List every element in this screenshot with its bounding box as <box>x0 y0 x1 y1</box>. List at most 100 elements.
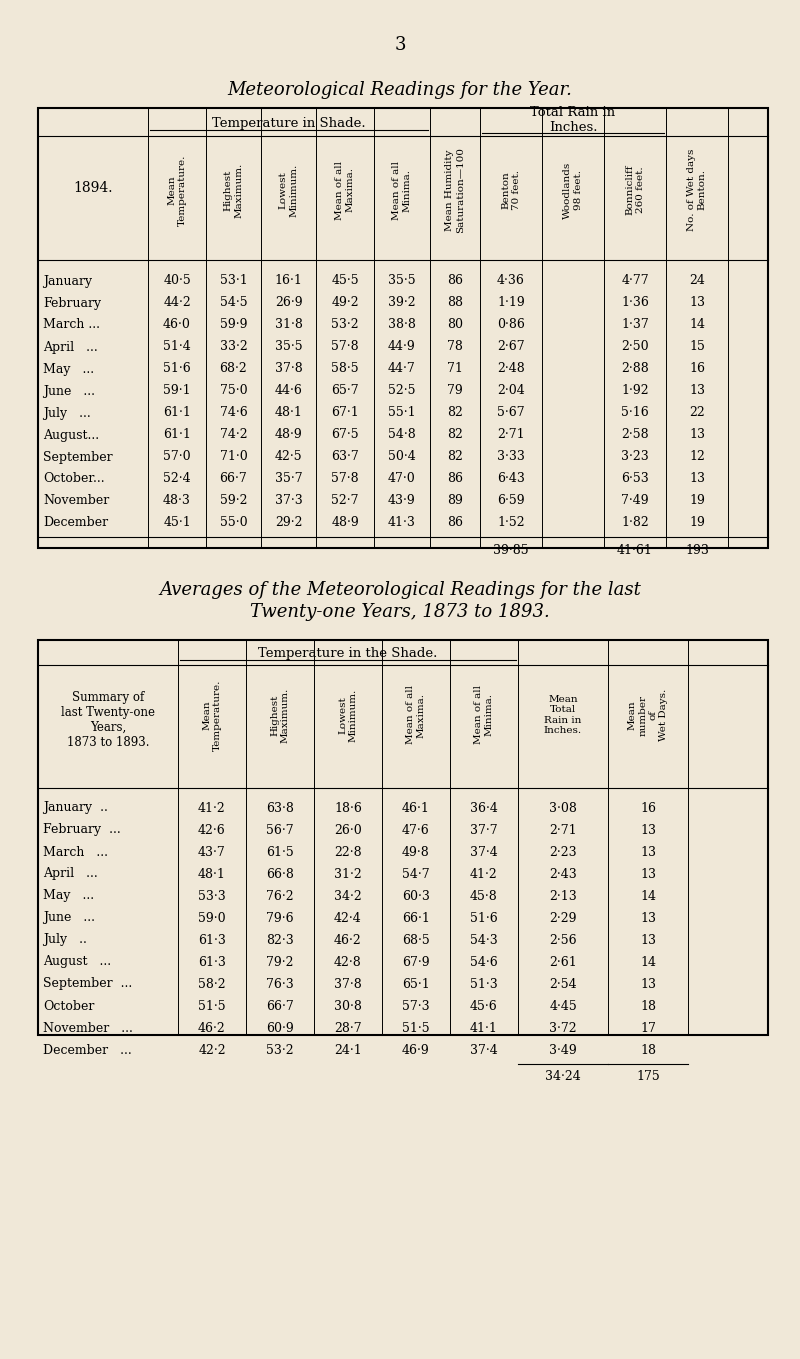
Text: 6·59: 6·59 <box>497 495 525 507</box>
Text: 86: 86 <box>447 516 463 530</box>
Text: 53·2: 53·2 <box>266 1044 294 1056</box>
Text: 2·50: 2·50 <box>621 341 649 353</box>
Text: 39·2: 39·2 <box>388 296 416 310</box>
Text: February  ...: February ... <box>43 824 121 837</box>
Text: 88: 88 <box>447 296 463 310</box>
Text: 86: 86 <box>447 275 463 288</box>
Text: 59·9: 59·9 <box>220 318 247 332</box>
Text: 2·58: 2·58 <box>621 428 649 442</box>
Text: 82·3: 82·3 <box>266 934 294 946</box>
Text: 13: 13 <box>640 912 656 924</box>
Text: 2·54: 2·54 <box>549 977 577 991</box>
Text: 12: 12 <box>689 450 705 463</box>
Text: 57·8: 57·8 <box>331 341 359 353</box>
Text: 57·3: 57·3 <box>402 999 430 1012</box>
Text: 46·9: 46·9 <box>402 1044 430 1056</box>
Text: 40·5: 40·5 <box>163 275 191 288</box>
Text: 66·8: 66·8 <box>266 867 294 881</box>
Text: 1·92: 1·92 <box>621 385 649 397</box>
Text: 49·8: 49·8 <box>402 845 430 859</box>
Text: 35·5: 35·5 <box>388 275 416 288</box>
Text: 45·8: 45·8 <box>470 890 498 902</box>
Text: Highest
Maximum.: Highest Maximum. <box>270 688 290 742</box>
Text: 47·0: 47·0 <box>388 473 416 485</box>
Text: 55·0: 55·0 <box>220 516 247 530</box>
Text: 46·2: 46·2 <box>198 1022 226 1034</box>
Text: 76·3: 76·3 <box>266 977 294 991</box>
Text: Mean
Temperature.: Mean Temperature. <box>202 680 222 750</box>
Text: 2·43: 2·43 <box>549 867 577 881</box>
Text: 67·9: 67·9 <box>402 955 430 969</box>
Text: 3·72: 3·72 <box>549 1022 577 1034</box>
Text: 66·7: 66·7 <box>266 999 294 1012</box>
Text: Mean
Temperature.: Mean Temperature. <box>167 155 186 226</box>
Text: December   ...: December ... <box>43 1044 132 1056</box>
Text: 45·5: 45·5 <box>331 275 359 288</box>
Text: 1·52: 1·52 <box>497 516 525 530</box>
Text: Temperature in the Shade.: Temperature in the Shade. <box>258 647 438 659</box>
Text: 60·3: 60·3 <box>402 890 430 902</box>
Text: 54·5: 54·5 <box>220 296 247 310</box>
Text: June   ...: June ... <box>43 385 95 397</box>
Text: 52·4: 52·4 <box>163 473 191 485</box>
Text: 19: 19 <box>689 516 705 530</box>
Text: 61·1: 61·1 <box>163 406 191 420</box>
Text: 3·33: 3·33 <box>497 450 525 463</box>
Text: Highest
Maximum.: Highest Maximum. <box>224 162 243 217</box>
Text: 46·2: 46·2 <box>334 934 362 946</box>
Text: 2·48: 2·48 <box>497 363 525 375</box>
Text: 2·71: 2·71 <box>497 428 525 442</box>
Text: 58·5: 58·5 <box>331 363 359 375</box>
Text: 13: 13 <box>640 824 656 837</box>
Text: 89: 89 <box>447 495 463 507</box>
Text: 16: 16 <box>689 363 705 375</box>
Text: 42·5: 42·5 <box>274 450 302 463</box>
Text: 4·45: 4·45 <box>549 999 577 1012</box>
Text: 3·08: 3·08 <box>549 802 577 814</box>
Text: 35·5: 35·5 <box>274 341 302 353</box>
Text: 2·67: 2·67 <box>497 341 525 353</box>
Text: 22·8: 22·8 <box>334 845 362 859</box>
Text: 37·7: 37·7 <box>470 824 498 837</box>
Text: April   ...: April ... <box>43 867 98 881</box>
Text: 60·9: 60·9 <box>266 1022 294 1034</box>
Text: 16: 16 <box>640 802 656 814</box>
Text: 80: 80 <box>447 318 463 332</box>
Text: 7·49: 7·49 <box>621 495 649 507</box>
Text: 41·61: 41·61 <box>617 544 653 556</box>
Text: Mean of all
Maxima.: Mean of all Maxima. <box>335 160 354 220</box>
Text: October...: October... <box>43 473 105 485</box>
Text: 57·8: 57·8 <box>331 473 359 485</box>
Text: 38·8: 38·8 <box>388 318 416 332</box>
Text: 65·1: 65·1 <box>402 977 430 991</box>
Text: 2·23: 2·23 <box>549 845 577 859</box>
Text: 48·9: 48·9 <box>331 516 359 530</box>
Text: 45·6: 45·6 <box>470 999 498 1012</box>
Text: 22: 22 <box>689 406 705 420</box>
Text: May   ...: May ... <box>43 363 94 375</box>
Text: 43·9: 43·9 <box>388 495 416 507</box>
Text: 59·1: 59·1 <box>163 385 191 397</box>
Text: 67·5: 67·5 <box>331 428 359 442</box>
Text: Meteorological Readings for the Year.: Meteorological Readings for the Year. <box>227 82 573 99</box>
Text: 66·1: 66·1 <box>402 912 430 924</box>
Text: 34·2: 34·2 <box>334 890 362 902</box>
Text: 2·71: 2·71 <box>549 824 577 837</box>
Text: 33·2: 33·2 <box>220 341 247 353</box>
Text: 2·29: 2·29 <box>550 912 577 924</box>
Text: 26·9: 26·9 <box>274 296 302 310</box>
Text: 52·5: 52·5 <box>388 385 416 397</box>
Text: 6·53: 6·53 <box>621 473 649 485</box>
Text: 51·4: 51·4 <box>163 341 191 353</box>
Text: 50·4: 50·4 <box>388 450 416 463</box>
Text: 45·1: 45·1 <box>163 516 191 530</box>
Text: 51·3: 51·3 <box>470 977 498 991</box>
Text: 18: 18 <box>640 999 656 1012</box>
Text: 2·61: 2·61 <box>549 955 577 969</box>
Text: July   ..: July .. <box>43 934 87 946</box>
Text: 48·1: 48·1 <box>274 406 302 420</box>
Text: 14: 14 <box>640 955 656 969</box>
Text: 37·8: 37·8 <box>274 363 302 375</box>
Text: 14: 14 <box>689 318 705 332</box>
Text: 19: 19 <box>689 495 705 507</box>
